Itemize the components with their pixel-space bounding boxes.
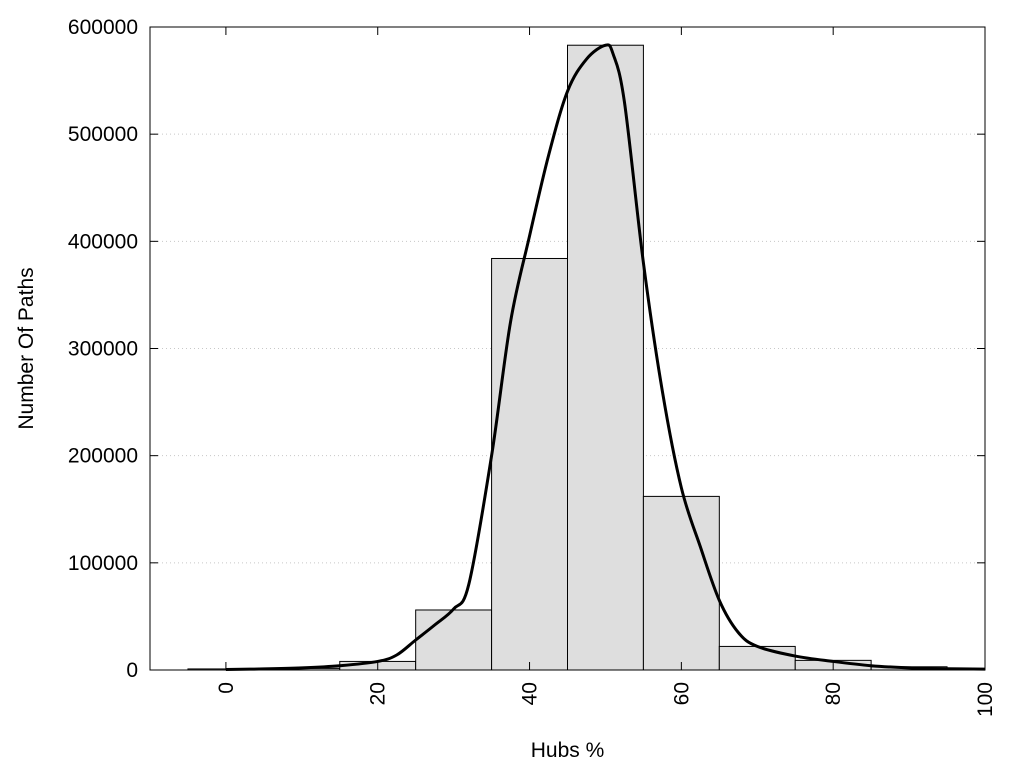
x-tick-label: 100	[974, 682, 997, 717]
y-tick-label: 100000	[68, 552, 138, 575]
x-tick-label: 40	[519, 682, 542, 705]
x-tick-label: 20	[367, 682, 390, 705]
y-tick-label: 300000	[68, 338, 138, 361]
histogram-bar	[642, 495, 720, 671]
histogram-bar	[491, 257, 568, 671]
histogram-bar	[718, 645, 796, 671]
density-curve-layer	[225, 43, 986, 671]
density-curve	[225, 43, 986, 671]
y-tick-label: 500000	[68, 123, 138, 146]
histogram-bars	[187, 44, 948, 671]
axis-ticks: 0 100000 200000 300000 400000 500000 600000 0 20…	[68, 16, 997, 717]
y-axis-title: Number Of Paths	[15, 267, 38, 429]
y-tick-label: 600000	[68, 16, 138, 39]
x-axis-title: Hubs %	[531, 739, 605, 762]
x-tick-label: 0	[215, 682, 238, 694]
x-tick-label: 60	[670, 682, 693, 705]
y-tick-label: 400000	[68, 230, 138, 253]
histogram-bar	[567, 44, 644, 671]
histogram-bar	[415, 609, 493, 671]
y-tick-label: 0	[126, 659, 138, 682]
y-tick-label: 200000	[68, 445, 138, 468]
x-tick-label: 80	[822, 682, 845, 705]
